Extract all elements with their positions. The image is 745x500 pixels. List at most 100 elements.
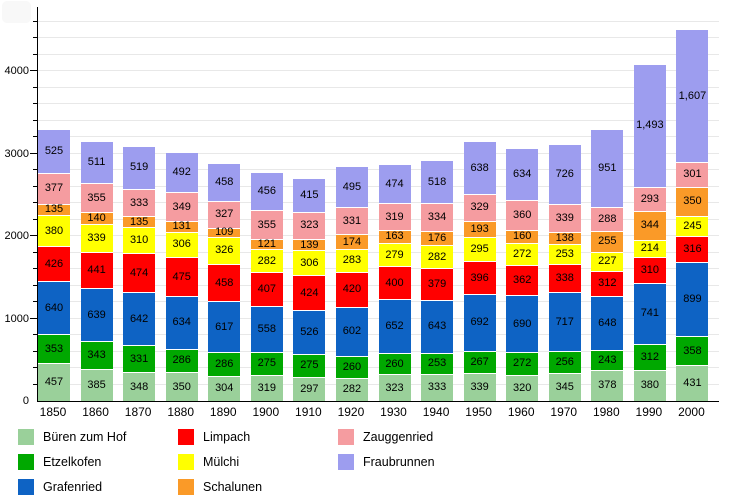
bar-value-label: 424 bbox=[300, 286, 319, 299]
bar-value-label: 253 bbox=[427, 357, 447, 370]
bar-segment: 334 bbox=[421, 203, 454, 231]
x-axis-cell: 1970 bbox=[548, 405, 591, 419]
bar-segment: 475 bbox=[165, 257, 198, 297]
bar-value-label: 358 bbox=[683, 344, 702, 357]
bar-value-label: 304 bbox=[215, 382, 234, 395]
bar-segment: 648 bbox=[591, 296, 624, 350]
x-axis-cell: 1990 bbox=[633, 405, 676, 419]
bar-value-label: 474 bbox=[129, 266, 149, 279]
bar-segment: 282 bbox=[335, 377, 368, 401]
legend-item: Zauggenried bbox=[338, 424, 435, 449]
bar-segment: 426 bbox=[38, 246, 70, 282]
bar-segment: 331 bbox=[335, 207, 368, 235]
bar-value-label: 362 bbox=[513, 274, 532, 287]
legend-item: Schalunen bbox=[178, 474, 262, 499]
bar-value-label: 267 bbox=[470, 356, 489, 369]
bar-segment: 457 bbox=[38, 363, 70, 401]
bar-segment: 350 bbox=[165, 372, 198, 401]
bar-stack: 348 331 642 474 310 135 333 519 bbox=[123, 145, 156, 401]
bar-value-label: 316 bbox=[683, 242, 702, 255]
bar-value-label: 348 bbox=[129, 380, 149, 393]
bar-value-label: 333 bbox=[427, 381, 447, 394]
bar-segment: 140 bbox=[80, 212, 113, 224]
bar-value-label: 245 bbox=[683, 219, 702, 232]
bar-value-label: 634 bbox=[172, 316, 191, 329]
bar-segment: 353 bbox=[38, 334, 70, 364]
bar-value-label: 176 bbox=[427, 231, 447, 244]
bar-value-label: 310 bbox=[129, 234, 149, 247]
y-axis-tick bbox=[33, 53, 37, 55]
x-axis-cell: 1860 bbox=[80, 405, 123, 419]
bar-segment: 652 bbox=[378, 299, 411, 353]
bar-value-label: 407 bbox=[257, 283, 276, 296]
bar-segment: 312 bbox=[633, 343, 666, 370]
bar-value-label: 458 bbox=[215, 276, 234, 289]
bar-value-label: 131 bbox=[172, 220, 191, 233]
bar-segment: 396 bbox=[463, 261, 496, 294]
bar-segment: 690 bbox=[506, 295, 539, 353]
bar-value-label: 256 bbox=[555, 355, 574, 368]
bar-segment: 339 bbox=[548, 204, 581, 233]
bar-segment: 333 bbox=[123, 188, 156, 217]
bar-column-1950: 339 267 692 396 295 193 329 638 bbox=[463, 7, 507, 401]
bar-value-label: 431 bbox=[683, 377, 702, 390]
bar-value-label: 334 bbox=[427, 210, 447, 223]
bar-segment: 385 bbox=[80, 369, 113, 401]
bar-value-label: 456 bbox=[257, 185, 276, 198]
bar-value-label: 139 bbox=[300, 238, 319, 251]
bar-segment: 1,493 bbox=[633, 63, 666, 188]
x-axis-label: 1900 bbox=[252, 405, 280, 419]
bar-segment: 275 bbox=[293, 353, 326, 377]
bar-value-label: 495 bbox=[342, 180, 362, 193]
bar-value-label: 260 bbox=[342, 361, 362, 374]
x-axis-cell: 1920 bbox=[335, 405, 378, 419]
bar-segment: 326 bbox=[208, 236, 241, 264]
x-axis-label: 1990 bbox=[635, 405, 663, 419]
x-axis-label: 1860 bbox=[82, 405, 109, 419]
bar-value-label: 193 bbox=[470, 223, 489, 235]
bar-stack: 297 275 526 424 306 139 323 415 bbox=[293, 177, 326, 401]
bar-segment: 329 bbox=[463, 193, 496, 222]
bar-segment: 327 bbox=[208, 200, 241, 228]
bar-value-label: 243 bbox=[598, 353, 617, 366]
legend: Büren zum Hof Etzelkofen Grafenried Limpach… bbox=[0, 424, 745, 500]
bar-segment: 256 bbox=[548, 351, 581, 373]
bar-value-label: 343 bbox=[87, 349, 106, 362]
y-axis-tick bbox=[33, 218, 37, 220]
legend-label: Mülchi bbox=[203, 454, 240, 469]
bar-value-label: 380 bbox=[44, 224, 64, 237]
bar-stack: 350 286 634 475 306 131 349 492 bbox=[165, 151, 198, 401]
bar-value-label: 1,493 bbox=[636, 119, 664, 132]
x-axis-label: 1920 bbox=[337, 405, 365, 419]
x-axis-cell: 1930 bbox=[378, 405, 421, 419]
bar-segment: 638 bbox=[463, 141, 496, 194]
bar-segment: 297 bbox=[293, 376, 326, 401]
bar-value-label: 282 bbox=[257, 254, 276, 267]
bar-value-label: 253 bbox=[555, 247, 574, 260]
bar-segment: 312 bbox=[591, 270, 624, 297]
gridline bbox=[38, 103, 719, 104]
legend-column: Zauggenried Fraubrunnen bbox=[338, 424, 435, 474]
bar-value-label: 519 bbox=[129, 161, 149, 174]
bar-segment: 525 bbox=[38, 129, 70, 173]
bar-value-label: 272 bbox=[513, 357, 532, 370]
bar-value-label: 293 bbox=[640, 193, 660, 206]
gridline bbox=[38, 37, 719, 38]
x-axis-label: 2000 bbox=[678, 405, 705, 419]
bar-value-label: 360 bbox=[513, 208, 532, 221]
y-axis-tick bbox=[33, 301, 37, 302]
x-axis-label: 1970 bbox=[550, 405, 578, 419]
bar-segment: 139 bbox=[293, 238, 326, 251]
legend-swatch-icon bbox=[178, 428, 194, 445]
legend-item: Büren zum Hof bbox=[18, 424, 126, 449]
bar-value-label: 355 bbox=[87, 191, 106, 204]
bar-segment: 260 bbox=[378, 352, 411, 375]
bar-segment: 602 bbox=[335, 306, 368, 357]
bar-value-label: 339 bbox=[470, 381, 489, 394]
bar-value-label: 692 bbox=[470, 316, 489, 329]
bar-value-label: 319 bbox=[257, 381, 276, 394]
bar-stack: 339 267 692 396 295 193 329 638 bbox=[463, 141, 496, 401]
legend-label: Limpach bbox=[203, 429, 251, 444]
bar-value-label: 899 bbox=[683, 292, 702, 305]
bar-value-label: 331 bbox=[342, 214, 362, 227]
